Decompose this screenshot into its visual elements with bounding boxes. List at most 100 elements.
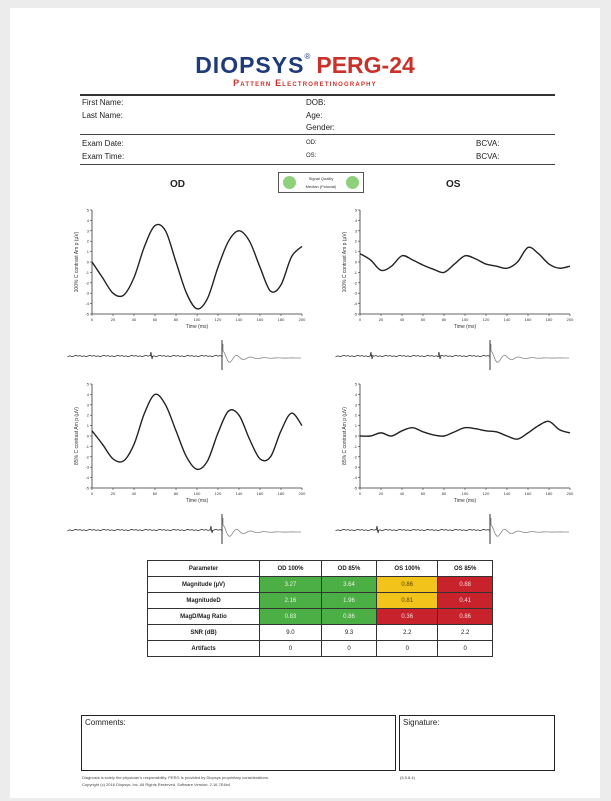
x-tick-label: 20 — [111, 317, 116, 322]
x-tick-label: 200 — [299, 317, 306, 322]
registered-mark: ® — [304, 52, 311, 61]
comments-box[interactable]: Comments: — [81, 715, 396, 771]
brand-logo: DIOPSYS — [195, 52, 305, 78]
copyright-text: Copyright (c) 2016 Diopsys, Inc. All Rig… — [82, 782, 231, 787]
signature-label: Signature: — [403, 718, 440, 727]
column-header: OD 100% — [259, 560, 322, 577]
artifact-spike — [149, 351, 154, 360]
x-tick-label: 100 — [462, 317, 469, 322]
x-tick-label: 160 — [257, 491, 264, 496]
report-subtitle: Pattern Electroretinography — [233, 78, 377, 88]
y-tick-label: 5 — [87, 382, 90, 387]
table-row: MagnitudeD 2.16 1.96 0.81 0.41 — [147, 592, 493, 609]
parameter-value: 0.81 — [376, 592, 439, 609]
y-axis-label: 85% C contrast Am p (µV) — [74, 407, 80, 465]
x-tick-label: 100 — [462, 491, 469, 496]
y-tick-label: 3 — [87, 402, 90, 407]
y-tick-label: 2 — [87, 239, 90, 244]
x-tick-label: 120 — [483, 491, 490, 496]
x-tick-label: 80 — [442, 317, 447, 322]
y-tick-label: -1 — [353, 444, 357, 449]
column-header: OS 85% — [437, 560, 493, 577]
x-tick-label: 40 — [400, 317, 405, 322]
od-85-raw-trace — [67, 514, 302, 544]
x-tick-label: 140 — [504, 317, 511, 322]
x-tick-label: 100 — [194, 317, 201, 322]
y-tick-label: 3 — [87, 228, 90, 233]
raw-trace-line — [335, 354, 491, 358]
raw-trace-decay — [222, 518, 302, 537]
parameter-value: 0 — [259, 640, 322, 657]
x-tick-label: 40 — [132, 317, 137, 322]
y-tick-label: -2 — [85, 454, 89, 459]
x-tick-label: 20 — [379, 317, 384, 322]
od-100-raw-trace — [67, 340, 302, 370]
parameter-name: MagD/Mag Ratio — [147, 608, 260, 625]
raw-trace-decay — [490, 518, 570, 537]
os-85-raw-trace — [335, 514, 570, 544]
y-tick-label: 1 — [355, 423, 358, 428]
x-tick-label: 200 — [567, 491, 574, 496]
y-tick-label: 4 — [355, 392, 358, 397]
od-85-waveform-chart: -5 -4 -3 -2 -1 0 1 2 3 4 5 0 20 40 60 80 100 120 140 160 180… — [74, 382, 306, 505]
y-tick-label: 0 — [87, 434, 90, 439]
y-tick-label: 2 — [355, 239, 358, 244]
x-tick-label: 0 — [91, 491, 94, 496]
signature-box[interactable]: Signature: — [399, 715, 555, 771]
parameter-value: 2.2 — [437, 624, 493, 641]
exam-time-label: Exam Time: — [82, 152, 125, 161]
od-quality-dot-icon — [283, 176, 296, 189]
parameter-value: 0.41 — [437, 592, 493, 609]
raw-trace-line — [67, 528, 223, 532]
x-tick-label: 120 — [215, 317, 222, 322]
y-tick-label: -1 — [353, 270, 357, 275]
report-sheet: DIOPSYS® PERG-24 Pattern Electroretinogra… — [10, 8, 600, 798]
y-tick-label: -1 — [85, 270, 89, 275]
x-tick-label: 180 — [278, 317, 285, 322]
parameter-value: 0 — [320, 640, 378, 657]
waveform-line — [91, 223, 303, 310]
y-tick-label: -1 — [85, 444, 89, 449]
exam-os-label: OS: — [306, 153, 317, 159]
x-tick-label: 100 — [194, 491, 201, 496]
os-100-waveform-chart: -5 -4 -3 -2 -1 0 1 2 3 4 5 0 20 40 60 80 100 120 140 160 180… — [342, 208, 574, 331]
y-tick-label: 5 — [355, 382, 358, 387]
y-tick-label: 0 — [355, 260, 358, 265]
os-85-waveform-chart: -5 -4 -3 -2 -1 0 1 2 3 4 5 0 20 40 60 80 100 120 140 160 180… — [342, 382, 574, 505]
table-row: MagD/Mag Ratio 0.83 0.86 0.36 0.86 — [147, 608, 493, 625]
x-tick-label: 120 — [483, 317, 490, 322]
x-tick-label: 80 — [174, 317, 179, 322]
x-tick-label: 60 — [421, 491, 426, 496]
os-100-raw-trace — [335, 340, 570, 370]
x-tick-label: 200 — [567, 317, 574, 322]
parameter-value: 0.86 — [320, 608, 378, 625]
y-tick-label: 1 — [355, 249, 358, 254]
y-tick-label: 3 — [355, 228, 358, 233]
parameter-value: 9.0 — [259, 624, 322, 641]
x-axis-label: Time (ms) — [454, 324, 477, 330]
parameter-value: 0.88 — [437, 576, 493, 593]
x-tick-label: 120 — [215, 491, 222, 496]
artifact-spike — [369, 351, 374, 360]
x-tick-label: 180 — [546, 317, 553, 322]
x-tick-label: 0 — [359, 491, 362, 496]
x-tick-label: 60 — [153, 491, 158, 496]
exam-rule — [80, 164, 555, 165]
y-tick-label: -4 — [353, 475, 357, 480]
parameters-table: Parameter OD 100% OD 85% OS 100% OS 85% … — [147, 560, 493, 657]
raw-trace-decay — [490, 344, 570, 363]
y-tick-label: -4 — [353, 301, 357, 306]
waveform-line — [91, 393, 303, 471]
y-tick-label: -5 — [353, 486, 357, 491]
last-name-label: Last Name: — [82, 111, 123, 120]
y-tick-label: -3 — [85, 291, 89, 296]
signal-quality-subtitle: Median (Fiducial) — [305, 184, 337, 189]
os-heading: OS — [446, 179, 461, 190]
x-tick-label: 180 — [546, 491, 553, 496]
x-tick-label: 40 — [132, 491, 137, 496]
signal-quality-title: Signal Quality — [308, 176, 334, 181]
y-tick-label: -2 — [353, 454, 357, 459]
table-row: SNR (dB) 9.0 9.3 2.2 2.2 — [147, 624, 493, 641]
exam-od-label: OD: — [306, 140, 317, 146]
gender-label: Gender: — [306, 123, 335, 132]
